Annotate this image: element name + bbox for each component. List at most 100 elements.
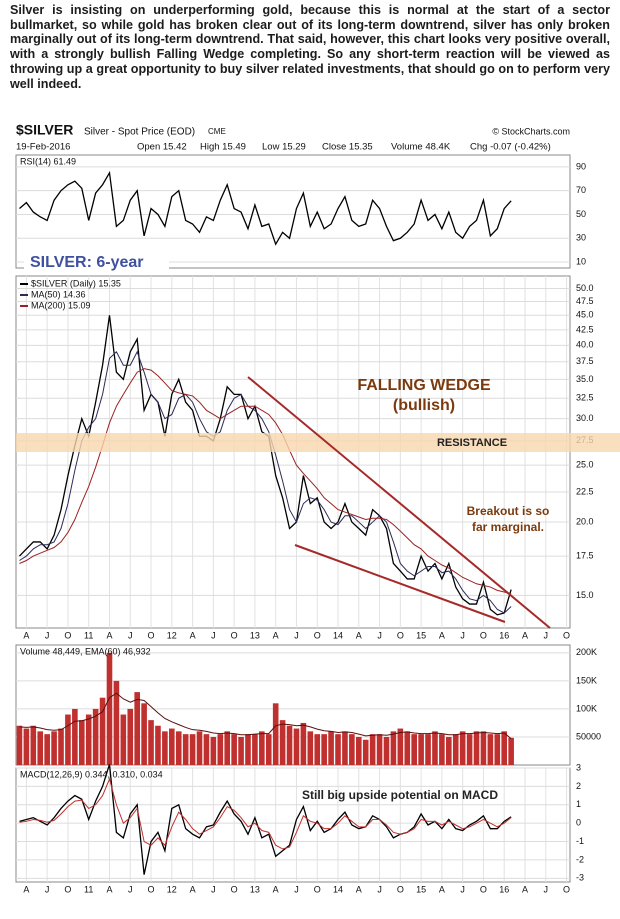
bar bbox=[30, 725, 37, 765]
bar bbox=[300, 722, 307, 765]
x-tick-label: J bbox=[377, 884, 382, 894]
bar bbox=[203, 734, 210, 765]
bar bbox=[189, 734, 196, 765]
x-tick-label: 11 bbox=[84, 884, 93, 894]
panel-frame bbox=[15, 154, 571, 269]
bar bbox=[466, 734, 473, 765]
x-tick-label: J bbox=[211, 884, 216, 894]
low: Low 15.29 bbox=[262, 142, 306, 153]
bar bbox=[169, 728, 175, 765]
x-tick-label: O bbox=[64, 884, 71, 894]
x-tick-label: O bbox=[148, 884, 155, 894]
x-tick-label: 16 bbox=[499, 884, 509, 894]
bar bbox=[148, 720, 154, 765]
x-tick-label: O bbox=[480, 630, 487, 640]
bar bbox=[252, 734, 258, 765]
close: Close 15.35 bbox=[322, 142, 373, 153]
annotation: Breakout is so bbox=[467, 504, 550, 518]
bar bbox=[446, 736, 452, 765]
y-tick-label: 30 bbox=[576, 233, 586, 243]
bar bbox=[307, 731, 314, 765]
y-tick-label: 0 bbox=[576, 818, 581, 828]
bar bbox=[272, 703, 279, 765]
bar bbox=[494, 734, 501, 765]
bar bbox=[175, 731, 182, 765]
bar bbox=[134, 692, 140, 765]
x-tick-label: J bbox=[460, 884, 465, 894]
x-tick-label: A bbox=[273, 630, 279, 640]
y-tick-label: 50000 bbox=[576, 731, 601, 741]
bar bbox=[58, 728, 64, 765]
bar bbox=[390, 731, 397, 765]
legend-entry: $SILVER (Daily) 15.35 bbox=[31, 278, 121, 288]
x-tick-label: J bbox=[460, 630, 465, 640]
bar bbox=[425, 734, 431, 765]
line bbox=[19, 764, 512, 875]
x-tick-label: A bbox=[522, 630, 528, 640]
bar bbox=[99, 697, 106, 765]
y-tick-label: 1 bbox=[576, 799, 581, 809]
panel-title: Volume 48,449, EMA(60) 46,932 bbox=[20, 646, 151, 656]
x-tick-label: O bbox=[64, 630, 71, 640]
change: Chg -0.07 (-0.42%) bbox=[470, 142, 551, 153]
bar bbox=[404, 731, 411, 765]
x-tick-label: O bbox=[397, 630, 404, 640]
x-tick-label: O bbox=[231, 630, 238, 640]
x-tick-label: 13 bbox=[250, 884, 260, 894]
bar bbox=[335, 734, 341, 765]
x-tick-label: 12 bbox=[167, 884, 177, 894]
y-tick-label: 40.0 bbox=[576, 340, 594, 350]
bar bbox=[452, 734, 459, 765]
exchange: CME bbox=[208, 127, 226, 136]
bar bbox=[210, 736, 217, 765]
x-tick-label: A bbox=[106, 630, 112, 640]
annotation: FALLING WEDGE bbox=[357, 377, 491, 394]
annotation: RESISTANCE bbox=[437, 437, 507, 449]
bar bbox=[480, 731, 487, 765]
bar bbox=[369, 734, 376, 765]
x-tick-label: A bbox=[190, 630, 196, 640]
x-tick-label: A bbox=[522, 884, 528, 894]
wedge-upper bbox=[247, 376, 551, 629]
x-tick-label: A bbox=[356, 630, 362, 640]
bar bbox=[487, 734, 494, 765]
y-tick-label: 70 bbox=[576, 185, 586, 195]
bar bbox=[439, 734, 445, 765]
x-tick-label: J bbox=[211, 630, 216, 640]
x-tick-label: J bbox=[294, 630, 299, 640]
x-tick-label: 15 bbox=[416, 630, 426, 640]
x-tick-label: O bbox=[397, 884, 404, 894]
y-tick-label: 100K bbox=[576, 703, 597, 713]
x-tick-label: A bbox=[356, 884, 362, 894]
x-tick-label: 16 bbox=[499, 630, 509, 640]
x-tick-label: 11 bbox=[84, 630, 93, 640]
source: © StockCharts.com bbox=[492, 126, 570, 136]
bar bbox=[459, 731, 466, 765]
legend-entry: MA(200) 15.09 bbox=[31, 300, 91, 310]
volume: Volume 48.4K bbox=[391, 142, 451, 153]
y-tick-label: 150K bbox=[576, 675, 597, 685]
bar bbox=[432, 731, 438, 765]
bar bbox=[376, 734, 383, 765]
instrument-name: Silver - Spot Price (EOD) bbox=[84, 127, 195, 138]
bar bbox=[65, 714, 71, 765]
bar bbox=[51, 731, 57, 765]
y-tick-label: 45.0 bbox=[576, 310, 594, 320]
high: High 15.49 bbox=[200, 142, 246, 153]
x-tick-label: J bbox=[45, 630, 50, 640]
bar bbox=[411, 734, 417, 765]
bar bbox=[279, 720, 286, 765]
x-tick-label: 14 bbox=[333, 884, 343, 894]
bar bbox=[231, 734, 237, 765]
bar bbox=[501, 731, 508, 765]
bar bbox=[155, 725, 161, 765]
line bbox=[19, 170, 512, 246]
bar bbox=[182, 734, 189, 765]
bar bbox=[72, 708, 78, 765]
x-tick-label: O bbox=[480, 884, 487, 894]
x-tick-label: J bbox=[544, 630, 549, 640]
x-tick-label: O bbox=[148, 630, 155, 640]
line bbox=[19, 692, 512, 740]
